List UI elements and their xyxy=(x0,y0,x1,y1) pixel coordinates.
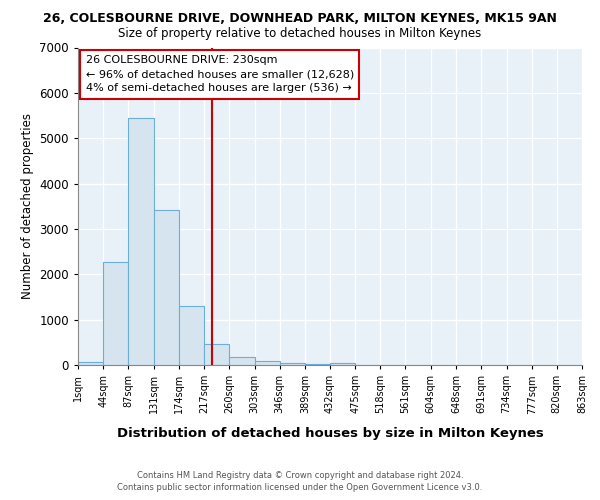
Bar xyxy=(128,118,154,365)
Bar xyxy=(78,362,103,365)
Bar xyxy=(204,344,229,365)
Bar xyxy=(179,306,204,365)
Text: 26, COLESBOURNE DRIVE, DOWNHEAD PARK, MILTON KEYNES, MK15 9AN: 26, COLESBOURNE DRIVE, DOWNHEAD PARK, MI… xyxy=(43,12,557,26)
Text: Contains HM Land Registry data © Crown copyright and database right 2024.
Contai: Contains HM Land Registry data © Crown c… xyxy=(118,471,482,492)
Bar xyxy=(280,362,305,365)
Bar xyxy=(103,262,128,365)
Text: Size of property relative to detached houses in Milton Keynes: Size of property relative to detached ho… xyxy=(118,28,482,40)
Bar xyxy=(154,210,179,365)
Y-axis label: Number of detached properties: Number of detached properties xyxy=(21,114,34,299)
Text: 26 COLESBOURNE DRIVE: 230sqm
← 96% of detached houses are smaller (12,628)
4% of: 26 COLESBOURNE DRIVE: 230sqm ← 96% of de… xyxy=(86,56,354,94)
Bar xyxy=(229,357,254,365)
X-axis label: Distribution of detached houses by size in Milton Keynes: Distribution of detached houses by size … xyxy=(116,428,544,440)
Bar xyxy=(254,361,280,365)
Bar xyxy=(330,362,355,365)
Bar xyxy=(305,364,330,365)
